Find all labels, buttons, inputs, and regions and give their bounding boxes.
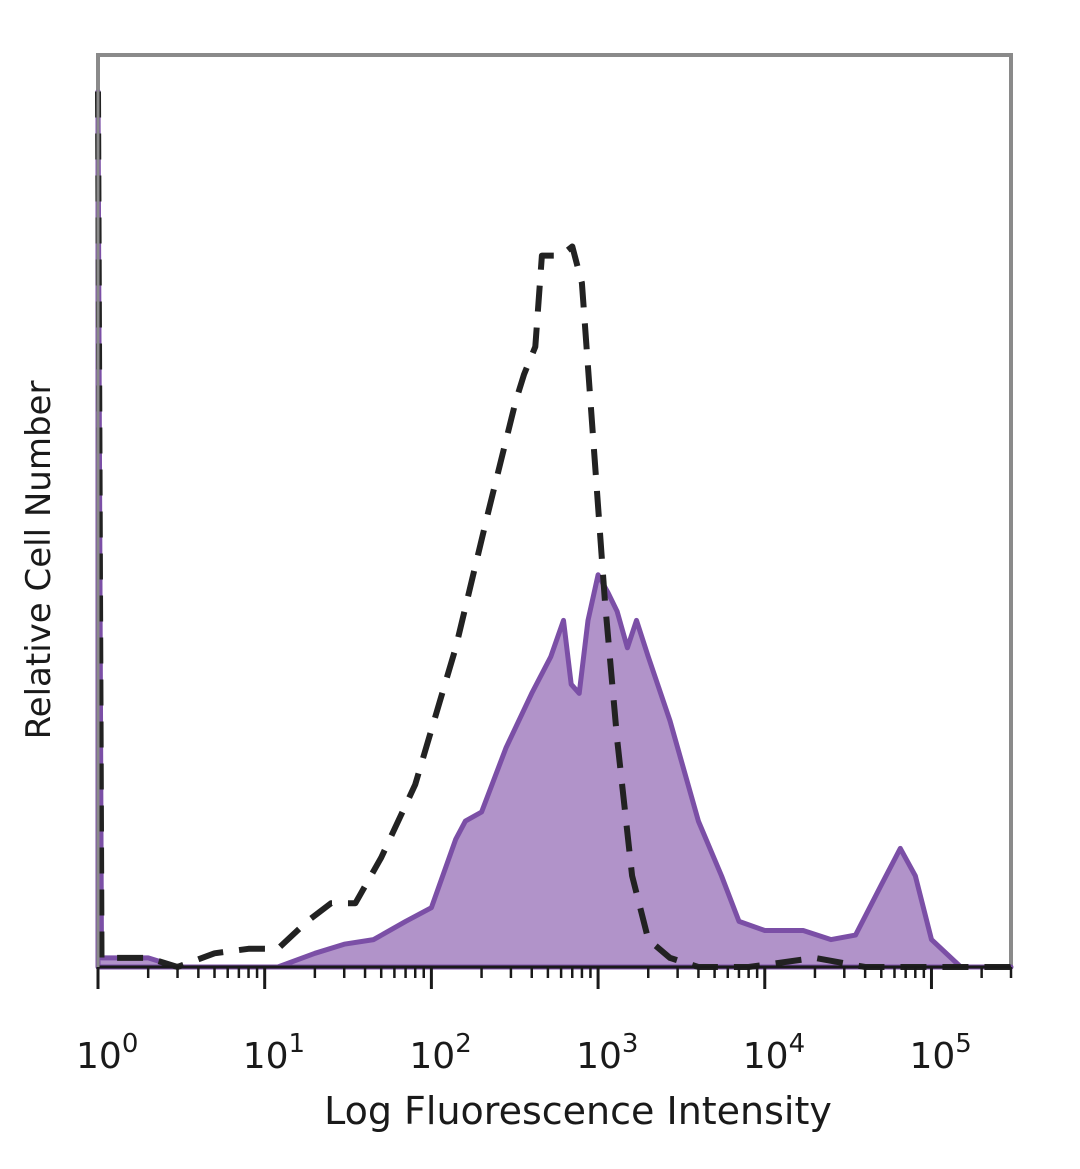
x-tick-label: 100 — [76, 1029, 138, 1077]
x-tick-label: 103 — [576, 1029, 638, 1077]
x-axis-label: Log Fluorescence Intensity — [324, 1089, 832, 1133]
y-axis-label: Relative Cell Number — [19, 381, 59, 740]
x-tick-label: 105 — [909, 1029, 971, 1077]
x-ticks: 100 101 102 103 104 105 — [76, 967, 1013, 1077]
series-layer — [95, 89, 1014, 970]
x-tick-label: 104 — [743, 1029, 805, 1077]
stained-histogram — [95, 89, 1014, 970]
control-histogram-dashed — [95, 91, 1011, 970]
x-tick-label: 101 — [243, 1029, 305, 1077]
x-tick-label: 102 — [409, 1029, 471, 1077]
